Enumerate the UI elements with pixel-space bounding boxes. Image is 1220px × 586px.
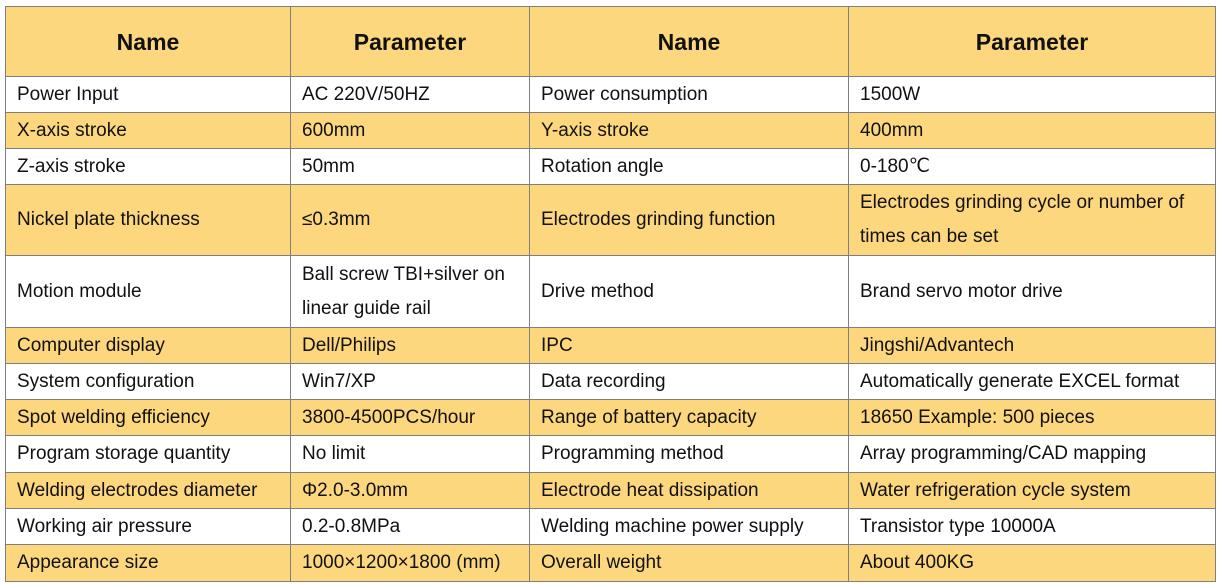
row-name-cell: Power consumption: [529, 76, 849, 113]
row-parameter-cell: 0-180℃: [848, 148, 1216, 185]
table-row: Working air pressure 0.2-0.8MPa Welding …: [5, 508, 1216, 545]
row-name-cell: Power Input: [5, 76, 291, 113]
table-row: Motion module Ball screw TBI+silver on l…: [5, 255, 1216, 328]
table-row: System configuration Win7/XP Data record…: [5, 363, 1216, 400]
table-row: Welding electrodes diameter Φ2.0-3.0mm E…: [5, 472, 1216, 509]
header-parameter-1: Parameter: [290, 6, 530, 77]
row-name-cell: Z-axis stroke: [5, 148, 291, 185]
row-name-cell: Nickel plate thickness: [5, 184, 291, 256]
row-parameter-cell: 18650 Example: 500 pieces: [848, 399, 1216, 436]
row-name-cell: Program storage quantity: [5, 435, 291, 473]
row-parameter-cell: Win7/XP: [290, 363, 530, 400]
row-name-cell: Spot welding efficiency: [5, 399, 291, 436]
row-parameter-cell: No limit: [290, 435, 530, 473]
row-name-cell: Appearance size: [5, 544, 291, 582]
row-parameter-cell: About 400KG: [848, 544, 1216, 582]
header-row: Name Parameter Name Parameter: [5, 6, 1216, 77]
row-name-cell: Data recording: [529, 363, 849, 400]
row-name-cell: Drive method: [529, 255, 849, 328]
row-parameter-cell: Transistor type 10000A: [848, 508, 1216, 545]
row-parameter-cell: 0.2-0.8MPa: [290, 508, 530, 545]
row-parameter-cell: Array programming/CAD mapping: [848, 435, 1216, 473]
row-name-cell: Range of battery capacity: [529, 399, 849, 436]
row-parameter-cell: Jingshi/Advantech: [848, 327, 1216, 364]
row-name-cell: IPC: [529, 327, 849, 364]
header-name-1: Name: [5, 6, 291, 77]
table-row: Computer display Dell/Philips IPC Jingsh…: [5, 327, 1216, 364]
row-name-cell: Welding electrodes diameter: [5, 472, 291, 509]
row-parameter-cell: 50mm: [290, 148, 530, 185]
row-name-cell: Overall weight: [529, 544, 849, 582]
row-name-cell: Y-axis stroke: [529, 112, 849, 149]
row-parameter-cell: 1500W: [848, 76, 1216, 113]
header-name-2: Name: [529, 6, 849, 77]
row-parameter-cell: 400mm: [848, 112, 1216, 149]
row-name-cell: Electrodes grinding function: [529, 184, 849, 256]
table-row: Power Input AC 220V/50HZ Power consumpti…: [5, 76, 1216, 113]
row-name-cell: Computer display: [5, 327, 291, 364]
table-row: X-axis stroke 600mm Y-axis stroke 400mm: [5, 112, 1216, 149]
table-row: Spot welding efficiency 3800-4500PCS/hou…: [5, 399, 1216, 436]
row-name-cell: Welding machine power supply: [529, 508, 849, 545]
table-row: Z-axis stroke 50mm Rotation angle 0-180℃: [5, 148, 1216, 185]
row-parameter-cell: Ball screw TBI+silver on linear guide ra…: [290, 255, 530, 328]
row-name-cell: X-axis stroke: [5, 112, 291, 149]
table-row: Nickel plate thickness ≤0.3mm Electrodes…: [5, 184, 1216, 256]
row-name-cell: Rotation angle: [529, 148, 849, 185]
parameter-table: Name Parameter Name Parameter Power Inpu…: [5, 6, 1216, 582]
header-parameter-2: Parameter: [848, 6, 1216, 77]
row-name-cell: Working air pressure: [5, 508, 291, 545]
table-row: Appearance size 1000×1200×1800 (mm) Over…: [5, 544, 1216, 582]
row-name-cell: Motion module: [5, 255, 291, 328]
row-parameter-cell: AC 220V/50HZ: [290, 76, 530, 113]
table-row: Program storage quantity No limit Progra…: [5, 435, 1216, 473]
row-parameter-cell: Automatically generate EXCEL format: [848, 363, 1216, 400]
row-parameter-cell: 3800-4500PCS/hour: [290, 399, 530, 436]
row-parameter-cell: Brand servo motor drive: [848, 255, 1216, 328]
row-name-cell: Programming method: [529, 435, 849, 473]
row-parameter-cell: 600mm: [290, 112, 530, 149]
row-parameter-cell: Dell/Philips: [290, 327, 530, 364]
row-parameter-cell: Φ2.0-3.0mm: [290, 472, 530, 509]
row-parameter-cell: Water refrigeration cycle system: [848, 472, 1216, 509]
row-parameter-cell: 1000×1200×1800 (mm): [290, 544, 530, 582]
row-name-cell: System configuration: [5, 363, 291, 400]
row-parameter-cell: ≤0.3mm: [290, 184, 530, 256]
row-name-cell: Electrode heat dissipation: [529, 472, 849, 509]
row-parameter-cell: Electrodes grinding cycle or number of t…: [848, 184, 1216, 256]
